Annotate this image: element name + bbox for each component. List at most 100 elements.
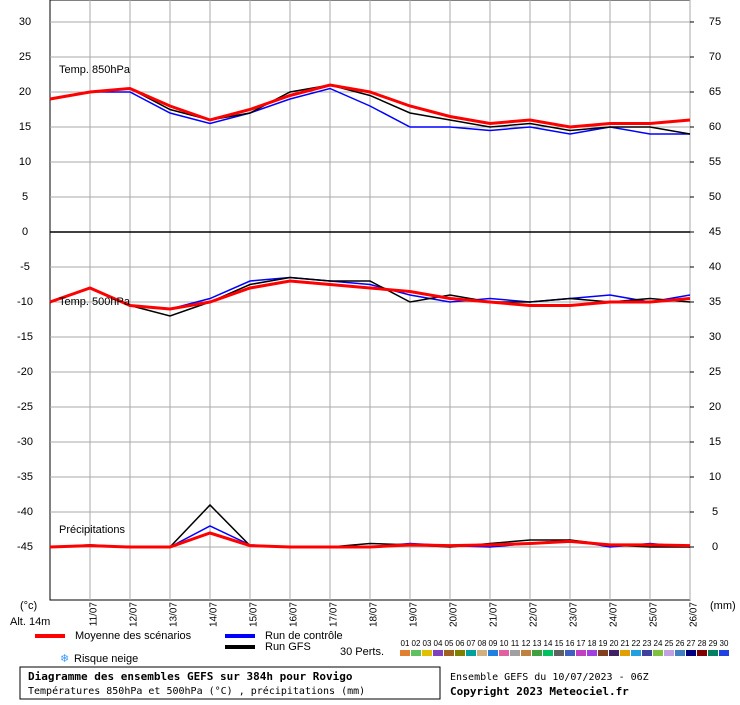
y2-tick-label: 55 [709, 156, 721, 168]
pert-swatch [642, 650, 652, 656]
pert-swatch [521, 650, 531, 656]
y2-tick-label: 75 [709, 16, 721, 28]
pert-swatch [686, 650, 696, 656]
x-tick-label: 23/07 [569, 602, 580, 627]
series-line [49, 279, 691, 311]
footer-copyright: Copyright 2023 Meteociel.fr [450, 685, 629, 698]
series-line [49, 87, 690, 135]
pert-label: 28 [698, 639, 707, 648]
altitude: Alt. 14m [10, 616, 50, 628]
pert-label: 25 [665, 639, 674, 648]
pert-label: 23 [643, 639, 652, 648]
pert-swatch [488, 650, 498, 656]
pert-swatch [477, 650, 487, 656]
pert-swatch [598, 650, 608, 656]
x-tick-label: 14/07 [209, 602, 220, 627]
series-line [49, 83, 691, 129]
y2-tick-label: 50 [709, 191, 721, 203]
y-tick-label: -45 [17, 541, 33, 553]
perts-label: 30 Perts. [340, 646, 384, 658]
panel-title: Temp. 850hPa [59, 64, 131, 76]
snow-label: Risque neige [74, 653, 138, 665]
y-tick-label: -5 [20, 261, 30, 273]
x-tick-label: 12/07 [129, 602, 140, 627]
x-tick-label: 24/07 [609, 602, 620, 627]
y2-tick-label: 40 [709, 261, 721, 273]
panel-annotation: Précipitations [59, 524, 126, 536]
x-tick-label: 20/07 [449, 602, 460, 627]
x-tick-label: 13/07 [169, 602, 180, 627]
x-tick-label: 25/07 [649, 602, 660, 627]
pert-swatch [554, 650, 564, 656]
pert-label: 06 [456, 639, 465, 648]
pert-label: 17 [577, 639, 586, 648]
x-tick-label: 17/07 [329, 602, 340, 627]
y2-tick-label: 45 [709, 226, 721, 238]
x-tick-label: 19/07 [409, 602, 420, 627]
y2-tick-label: 5 [712, 506, 718, 518]
pert-swatch [620, 650, 630, 656]
y-tick-label: 0 [22, 226, 28, 238]
pert-label: 12 [522, 639, 531, 648]
pert-label: 11 [511, 639, 520, 648]
y2-tick-label: 65 [709, 86, 721, 98]
footer-title: Diagramme des ensembles GEFS sur 384h po… [28, 670, 353, 683]
y2-tick-label: 35 [709, 296, 721, 308]
pert-label: 04 [434, 639, 443, 648]
pert-swatch [510, 650, 520, 656]
pert-label: 10 [500, 639, 509, 648]
pert-swatch [631, 650, 641, 656]
pert-swatch [543, 650, 553, 656]
pert-label: 18 [588, 639, 597, 648]
pert-label: 21 [621, 639, 630, 648]
y-tick-label: -15 [17, 331, 33, 343]
legend-label: Run GFS [265, 641, 311, 653]
y2-tick-label: 70 [709, 51, 721, 63]
y2-tick-label: 60 [709, 121, 721, 133]
pert-swatch [719, 650, 729, 656]
pert-label: 22 [632, 639, 641, 648]
y-tick-label: -10 [17, 296, 33, 308]
y-tick-label: 20 [19, 86, 31, 98]
unit-left: (°c) [20, 600, 37, 612]
x-tick-label: 11/07 [89, 602, 100, 627]
y2-tick-label: 15 [709, 436, 721, 448]
pert-label: 30 [720, 639, 729, 648]
pert-label: 05 [445, 639, 454, 648]
x-tick-label: 16/07 [289, 602, 300, 627]
y-tick-label: 30 [19, 16, 31, 28]
y2-tick-label: 30 [709, 331, 721, 343]
snow-icon: ❄ [60, 653, 69, 665]
pert-swatch [653, 650, 663, 656]
y-tick-label: -20 [17, 366, 33, 378]
footer-subtitle: Températures 850hPa et 500hPa (°C) , pré… [28, 685, 365, 697]
pert-label: 19 [599, 639, 608, 648]
legend-label: Moyenne des scénarios [75, 630, 192, 642]
footer-run: Ensemble GEFS du 10/07/2023 - 06Z [450, 672, 649, 683]
unit-right: (mm) [710, 600, 736, 612]
y2-tick-label: 25 [709, 366, 721, 378]
y2-tick-label: 0 [712, 541, 718, 553]
series-lines [49, 83, 691, 549]
pert-swatch [532, 650, 542, 656]
pert-label: 08 [478, 639, 487, 648]
y-tick-label: 10 [19, 156, 31, 168]
pert-label: 29 [709, 639, 718, 648]
pert-swatch [587, 650, 597, 656]
pert-label: 07 [467, 639, 476, 648]
pert-label: 20 [610, 639, 619, 648]
legend-label: Run de contrôle [265, 630, 343, 642]
pert-swatch [411, 650, 421, 656]
y-tick-label: 15 [19, 121, 31, 133]
pert-label: 27 [687, 639, 696, 648]
x-tick-label: 21/07 [489, 602, 500, 627]
x-tick-label: 18/07 [369, 602, 380, 627]
y-tick-label: 25 [19, 51, 31, 63]
pert-swatch [697, 650, 707, 656]
pert-label: 03 [423, 639, 432, 648]
x-tick-label: 26/07 [689, 602, 700, 627]
y-tick-label: -25 [17, 401, 33, 413]
pert-swatch [422, 650, 432, 656]
pert-swatch [576, 650, 586, 656]
